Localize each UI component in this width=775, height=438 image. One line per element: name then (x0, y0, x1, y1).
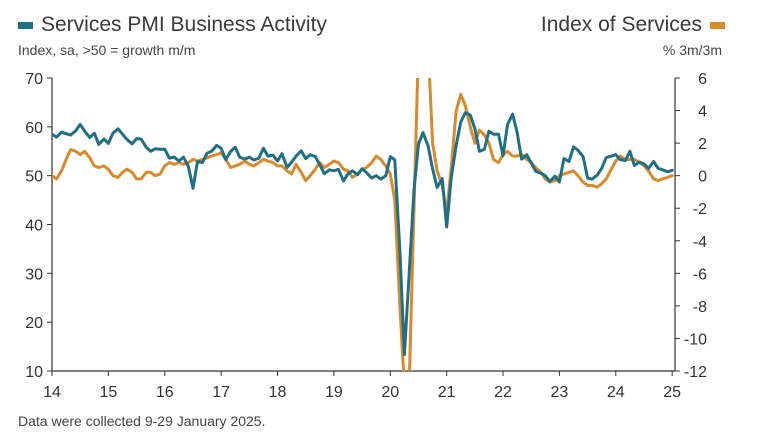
x-tick-label: 14 (43, 384, 61, 401)
right-tick-label: 4 (698, 104, 707, 121)
legend-pmi-label: Services PMI Business Activity (41, 13, 327, 36)
right-tick-label: -12 (684, 364, 707, 381)
left-tick-label: 60 (25, 120, 43, 137)
legend-ios-label: Index of Services (540, 13, 702, 36)
left-tick-label: 20 (25, 315, 43, 332)
right-tick-label: -4 (693, 234, 707, 251)
right-tick-label: -8 (693, 299, 707, 316)
left-tick-label: 70 (25, 71, 43, 88)
legend-ios: Index of Services (541, 13, 725, 37)
legend-pmi: Services PMI Business Activity (18, 13, 327, 37)
right-tick-label: 2 (698, 136, 707, 153)
x-tick-label: 22 (494, 384, 512, 401)
x-tick-label: 20 (381, 384, 399, 401)
x-tick-label: 19 (325, 384, 343, 401)
left-tick-label: 50 (25, 169, 43, 186)
left-tick-label: 40 (25, 218, 43, 235)
left-tick-label: 30 (25, 266, 43, 283)
x-tick-label: 23 (551, 384, 569, 401)
x-tick-label: 17 (212, 384, 230, 401)
x-tick-label: 21 (438, 384, 456, 401)
right-tick-label: -10 (684, 331, 707, 348)
x-tick-label: 25 (663, 384, 681, 401)
left-axis-subtitle: Index, sa, >50 = growth m/m (18, 42, 196, 58)
right-tick-label: 0 (698, 169, 707, 186)
right-tick-label: -6 (693, 266, 707, 283)
legend-pmi-swatch (18, 21, 33, 29)
left-tick-label: 10 (25, 364, 43, 381)
x-tick-label: 24 (607, 384, 625, 401)
right-axis-subtitle: % 3m/3m (662, 42, 722, 58)
right-tick-label: -2 (693, 201, 707, 218)
right-tick-label: 6 (698, 71, 707, 88)
series-line-index-of-services (52, 78, 674, 371)
x-tick-label: 15 (99, 384, 117, 401)
legend-ios-swatch (710, 21, 725, 29)
series-line-services-pmi (52, 111, 674, 356)
footnote: Data were collected 9-29 January 2025. (18, 413, 266, 429)
x-tick-label: 18 (269, 384, 287, 401)
x-tick-label: 16 (156, 384, 174, 401)
